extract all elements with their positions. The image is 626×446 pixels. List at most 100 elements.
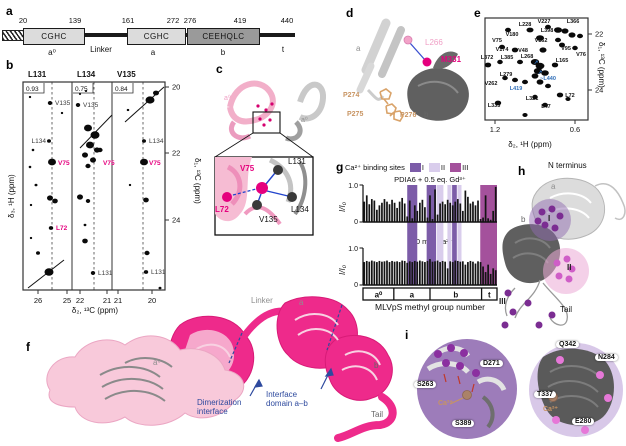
peak-assignment-label: L134: [149, 138, 164, 145]
label-V75: V75: [240, 164, 255, 173]
noe-peak: [48, 158, 56, 166]
peak-assignment-label: ↗: [538, 70, 543, 76]
x-tick-label: 0.6: [570, 125, 580, 134]
noesy-strip-spectrum: L131 0.93 26 25 L134 0.75 22 21 V135 0.84 21 20 20 22…: [22, 70, 180, 305]
binding-site-band-I: [407, 185, 418, 285]
hmqc-peak: [561, 28, 569, 34]
noe-peak: [52, 198, 58, 204]
interface-residue-dots: [256, 102, 274, 127]
ca-binding-sites-legend: Ca²⁺ binding sites I II III: [345, 163, 468, 172]
ca-ylabel: I/I₀: [338, 264, 347, 275]
methyl-sphere-L134: [287, 192, 297, 202]
intensity-bar: [482, 217, 484, 222]
intensity-bar: [376, 262, 378, 285]
intensity-bar: [406, 216, 409, 222]
residue-number: 276: [183, 16, 197, 25]
intensity-bar: [436, 260, 439, 285]
noesy-ylabel-left: δ₃, ¹H (ppm): [7, 174, 16, 218]
binding-site-band-II: [447, 185, 452, 285]
intensity-bar: [424, 207, 426, 222]
x-tick-label: 21: [103, 296, 111, 305]
titration-bar-charts: 1.0 0 1.0 0 a⁰ a b t: [348, 183, 498, 301]
panel-letter-a: a: [6, 4, 13, 18]
strip-corner-value: 0.93: [26, 86, 39, 93]
methyl-sphere-L131: [273, 165, 283, 175]
noe-peak: [85, 163, 91, 169]
noe-peak: [75, 103, 81, 107]
corner-value-box: [113, 83, 134, 94]
label-a0: a⁰: [153, 358, 161, 367]
hmqc-peak: [502, 75, 508, 81]
pill-D271: D271: [480, 360, 503, 367]
ca-sites-structure: [501, 177, 626, 329]
peak-assignment-label: ~L440: [540, 76, 556, 82]
inset-pink-loop: [243, 205, 282, 226]
intensity-bar: [477, 261, 479, 285]
hmqc-peak: [539, 47, 547, 53]
peak-assignment-label: L385: [501, 55, 514, 61]
noe-peak: [144, 250, 150, 256]
intensity-bar: [373, 261, 376, 285]
label-tail: Tail: [371, 410, 384, 419]
noe-peak: [34, 183, 38, 187]
hmqc-peak: [522, 79, 528, 85]
label-site-II: II: [567, 263, 572, 272]
intensity-bar: [365, 195, 368, 222]
intensity-bar: [416, 261, 419, 285]
y-tick-label: 0: [354, 282, 358, 289]
distance-dashed-line: [232, 188, 257, 196]
intensity-bar: [376, 209, 378, 222]
hmqc-peak: [530, 59, 540, 65]
label-site-III: III: [499, 297, 506, 306]
panel-letter-g: g: [336, 160, 344, 174]
intensity-bar: [424, 262, 426, 285]
peak-assignment-label: V174: [496, 47, 510, 53]
intensity-bar: [436, 214, 439, 222]
intensity-bar: [408, 261, 411, 285]
peak-assignment-label: V135: [83, 102, 99, 109]
hmqc-peak: [497, 59, 503, 65]
panel-letter-h: h: [518, 164, 526, 178]
intensity-bar: [489, 273, 492, 285]
proline-sticks: [379, 88, 404, 122]
peak-assignment-label: L268: [521, 54, 534, 60]
left-dark-ribbon: [481, 395, 495, 429]
legend-swatch-III: [450, 163, 462, 172]
ca-arrow-left: [449, 397, 464, 405]
intensity-bar: [441, 260, 444, 285]
label-dimerization-interface: Dimerization interface: [197, 398, 242, 417]
intensity-bar: [492, 268, 495, 285]
intensity-bar: [456, 260, 459, 285]
y-tick-label: 22: [595, 30, 603, 39]
intensity-bar: [429, 259, 431, 285]
y-tick-label: 1.0: [348, 183, 358, 190]
noe-peak: [77, 194, 83, 200]
intensity-bar: [431, 219, 434, 222]
x-tick-label: 22: [76, 296, 84, 305]
hmqc-peak: [511, 47, 519, 53]
intensity-bar: [444, 261, 447, 285]
peak-assignment-label: L321: [526, 96, 539, 102]
label-P275: P275: [347, 111, 364, 118]
intensity-bar: [421, 199, 424, 222]
intensity-bar: [396, 261, 398, 285]
label-a: a: [551, 182, 556, 191]
intensity-bar: [479, 219, 482, 222]
peak-assignment-label: L419: [510, 86, 523, 92]
intensity-bar: [370, 199, 373, 222]
intensity-bar: [378, 260, 381, 285]
noe-peak: [29, 203, 33, 207]
intensity-bar: [487, 264, 489, 285]
site-I-circle: [529, 199, 571, 241]
noe-peak: [143, 197, 149, 203]
legend-label-II: II: [440, 163, 446, 172]
residue-number: 419: [233, 16, 247, 25]
noe-peak: [90, 271, 96, 275]
gd-chart-title: PDIA6 + 0.5 eq. Gd³⁺: [394, 175, 466, 184]
residue-number: 161: [121, 16, 135, 25]
hmqc-peak: [505, 27, 511, 33]
intensity-bar: [477, 200, 479, 222]
peak-assignment-label: L72: [565, 93, 574, 99]
intensity-bar: [446, 199, 449, 222]
label-tail: Tail: [560, 305, 573, 314]
